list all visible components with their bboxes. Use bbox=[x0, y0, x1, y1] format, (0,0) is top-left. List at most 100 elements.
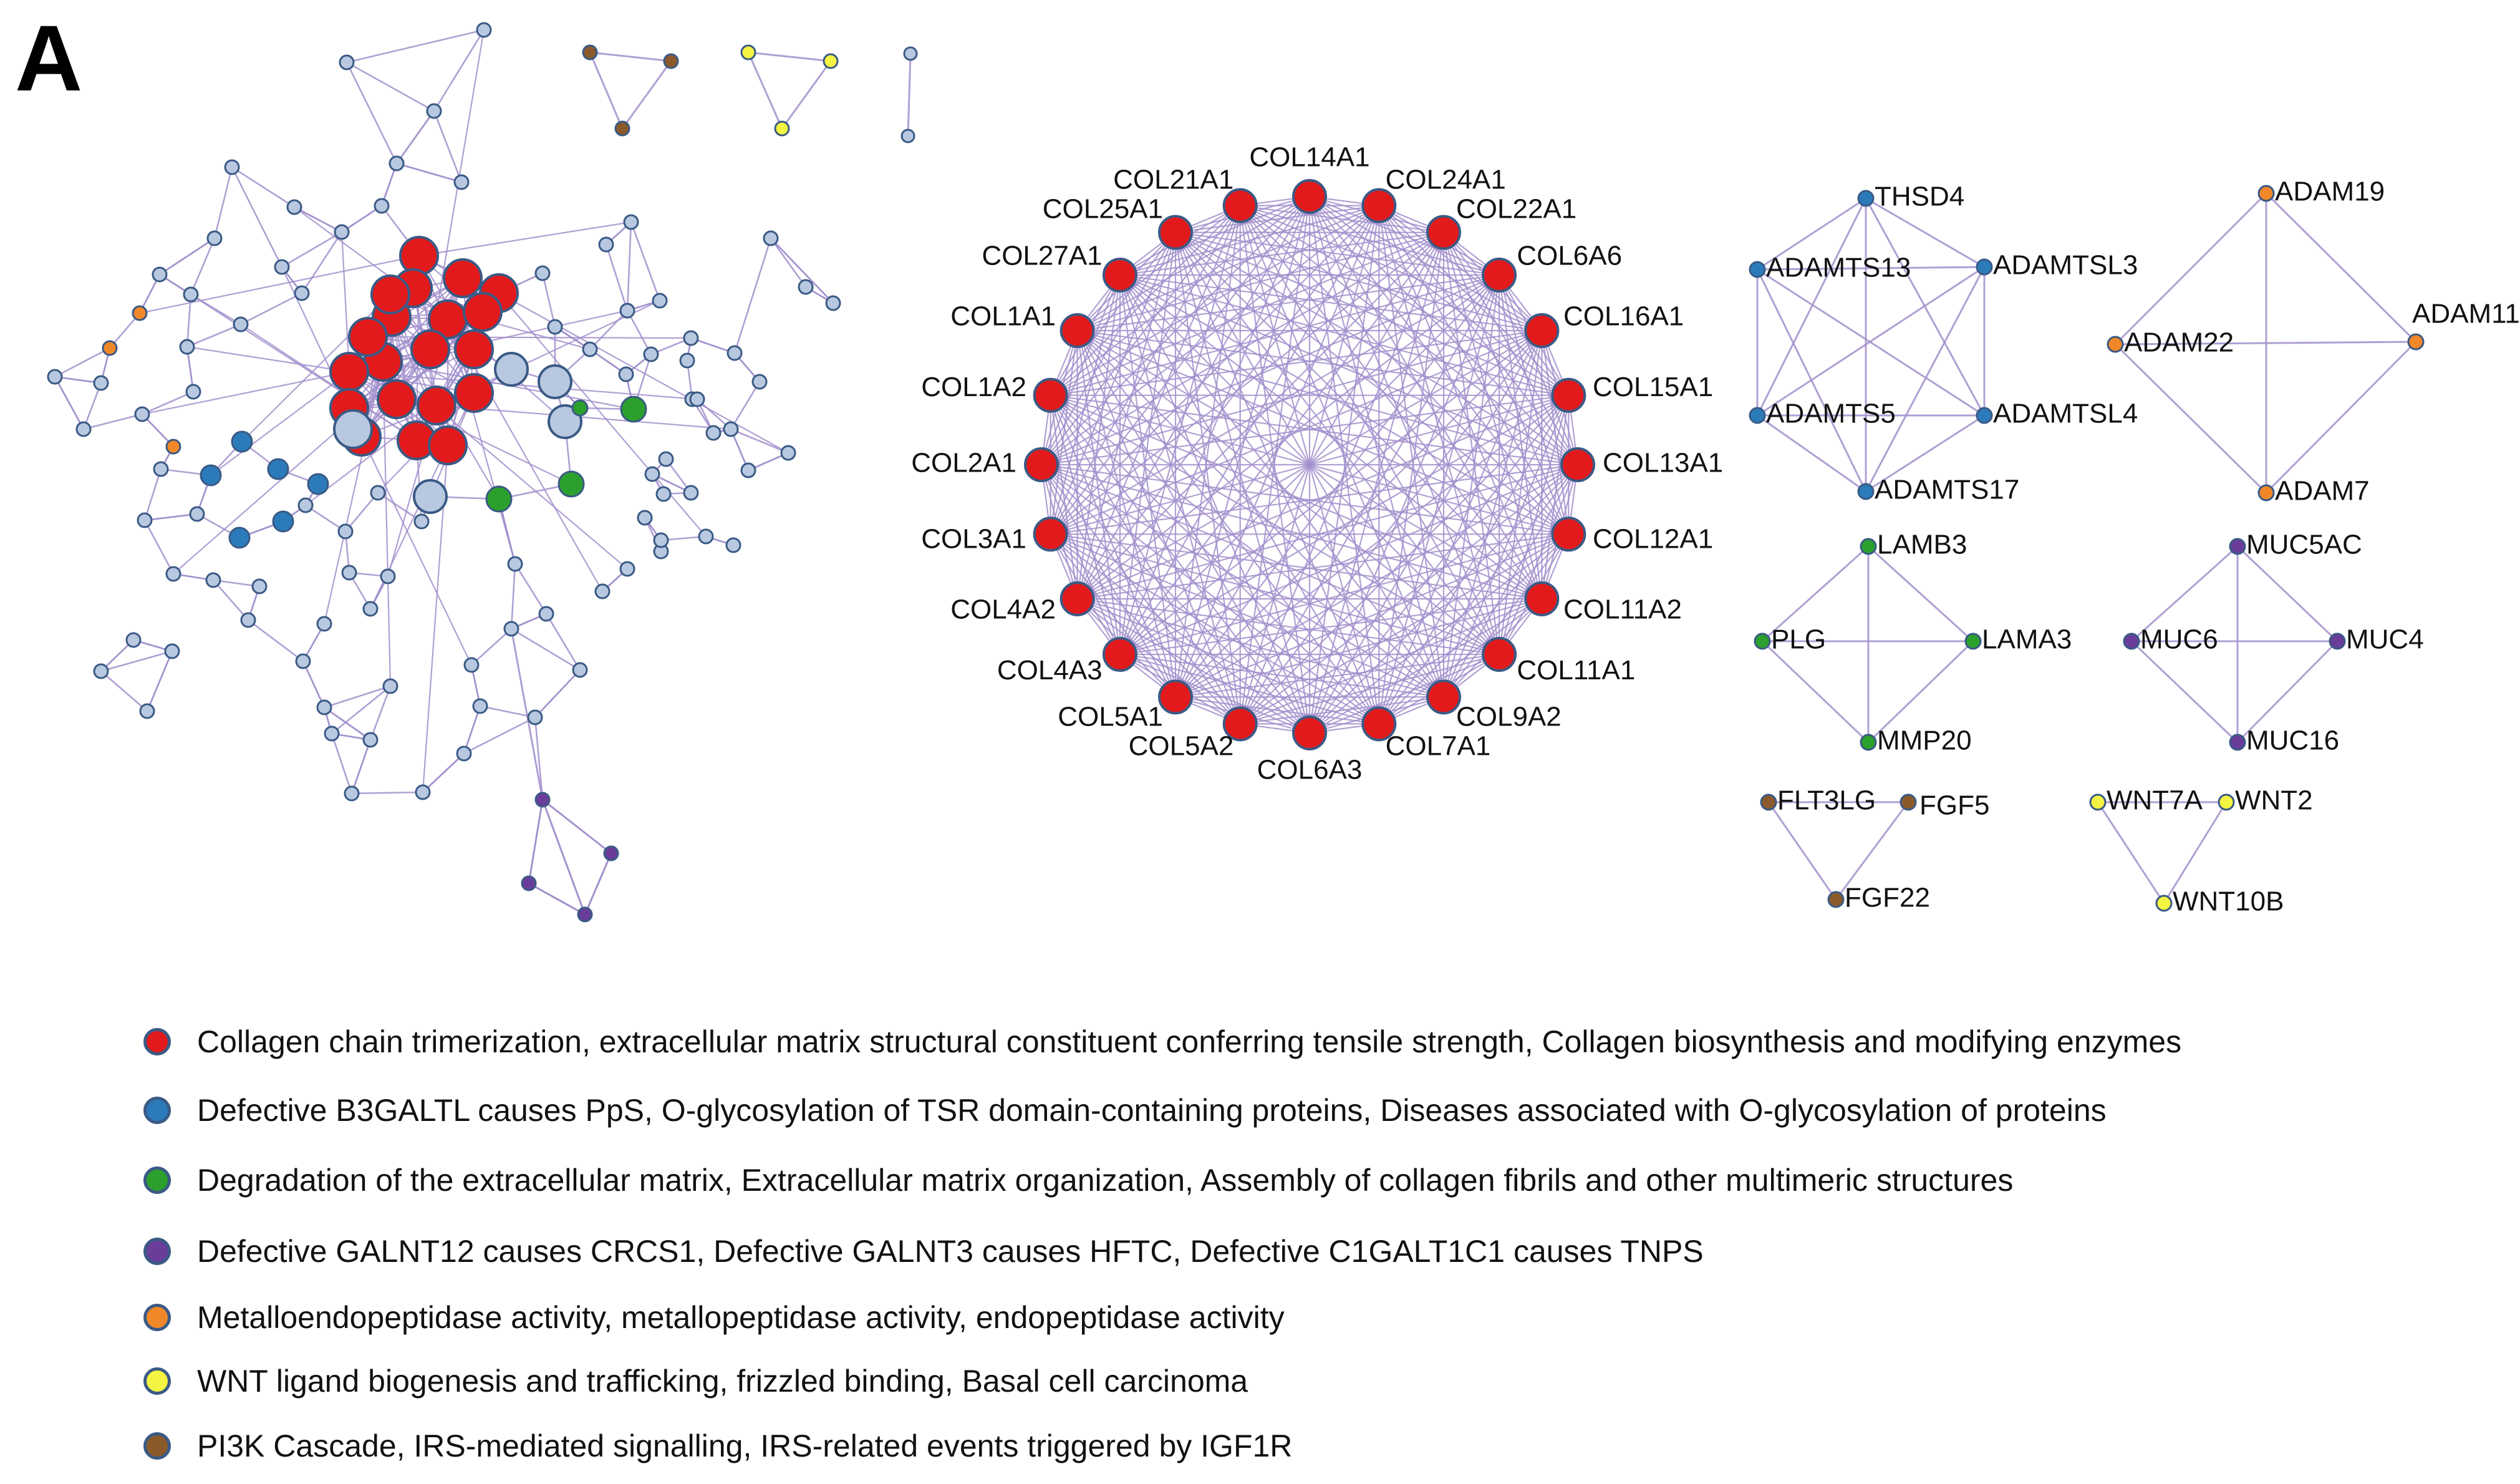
legend-label: WNT ligand biogenesis and trafficking, f… bbox=[197, 1364, 1248, 1399]
edge bbox=[480, 705, 536, 719]
edge bbox=[240, 324, 417, 441]
collagen-edge bbox=[1076, 274, 1500, 599]
network-node bbox=[233, 316, 249, 332]
collagen-edge bbox=[1077, 394, 1569, 600]
collagen-edge bbox=[1076, 330, 1444, 698]
network-node bbox=[643, 346, 659, 362]
collagen-edge bbox=[1378, 205, 1543, 331]
edge bbox=[142, 390, 194, 415]
edge bbox=[142, 371, 350, 415]
legend-item: Degradation of the extracellular matrix,… bbox=[143, 1155, 2013, 1205]
edge bbox=[346, 29, 485, 64]
collagen-edge bbox=[1239, 205, 1570, 535]
collagen-edge bbox=[1041, 205, 1241, 465]
collagen-edge bbox=[1175, 274, 1500, 698]
network-node bbox=[689, 391, 705, 407]
network-node bbox=[476, 22, 492, 38]
network-node bbox=[228, 526, 251, 549]
node-label: FLT3LG bbox=[1777, 785, 1876, 816]
edge bbox=[534, 669, 581, 718]
collagen-edge bbox=[1050, 231, 1176, 396]
network-node bbox=[316, 616, 332, 632]
legend-color-dot bbox=[143, 1097, 171, 1124]
collagen-edge bbox=[1076, 598, 1241, 725]
edge bbox=[626, 310, 652, 355]
collagen-edge bbox=[1050, 394, 1380, 725]
collagen-edge bbox=[1041, 463, 1542, 600]
module-node bbox=[1860, 734, 1877, 751]
edge bbox=[351, 791, 423, 795]
legend-color-dot bbox=[143, 1238, 171, 1265]
collagen-edge bbox=[1050, 394, 1444, 698]
collagen-edge bbox=[1239, 232, 1445, 724]
network-node bbox=[165, 439, 181, 455]
node-label: COL27A1 bbox=[982, 240, 1102, 271]
edge bbox=[350, 739, 372, 794]
collagen-edge bbox=[1175, 205, 1379, 233]
collagen-edge bbox=[1174, 232, 1241, 724]
collagen-node bbox=[1361, 706, 1397, 742]
module-node bbox=[1749, 261, 1766, 278]
collagen-edge bbox=[1076, 205, 1380, 599]
module-edge bbox=[2163, 802, 2228, 904]
node-label: ADAM19 bbox=[2275, 177, 2385, 207]
edge bbox=[231, 166, 295, 208]
collagen-edge bbox=[1174, 232, 1311, 734]
node-label: WNT10B bbox=[2173, 886, 2284, 917]
node-label: MUC4 bbox=[2346, 624, 2424, 655]
node-label: COL5A2 bbox=[1129, 731, 1234, 762]
network-node bbox=[205, 572, 221, 588]
edge bbox=[463, 706, 481, 754]
network-node bbox=[93, 663, 109, 679]
collagen-edge bbox=[1119, 196, 1311, 655]
collagen-edge bbox=[1175, 231, 1543, 599]
edge bbox=[770, 238, 807, 288]
collagen-node bbox=[417, 386, 456, 425]
network-node bbox=[137, 512, 153, 528]
edge bbox=[302, 661, 326, 708]
collagen-edge bbox=[1308, 196, 1380, 724]
legend-color-dot bbox=[143, 1166, 171, 1194]
collagen-node bbox=[1482, 637, 1517, 672]
module-node bbox=[2329, 633, 2346, 650]
legend-label: Metalloendopeptidase activity, metallope… bbox=[197, 1300, 1285, 1335]
network-node bbox=[75, 421, 92, 437]
collagen-edge bbox=[1076, 330, 1500, 655]
collagen-edge bbox=[1240, 205, 1444, 233]
network-node bbox=[658, 451, 674, 467]
collagen-edge bbox=[1050, 330, 1078, 535]
node-label: MUC16 bbox=[2246, 725, 2339, 756]
collagen-edge bbox=[1076, 330, 1310, 734]
module-node bbox=[1964, 633, 1982, 650]
module-node bbox=[1754, 633, 1771, 650]
collagen-node bbox=[1158, 215, 1193, 250]
network-node bbox=[334, 224, 350, 240]
module-edge bbox=[2097, 802, 2165, 904]
node-label: COL13A1 bbox=[1603, 448, 1723, 478]
collagen-edge bbox=[1239, 205, 1543, 599]
network-node bbox=[370, 485, 386, 501]
network-node bbox=[727, 345, 743, 361]
node-label: ADAMTS13 bbox=[1766, 253, 1911, 283]
network-node bbox=[413, 513, 430, 530]
node-label: COL14A1 bbox=[1249, 142, 1369, 173]
node-label: ADAM22 bbox=[2124, 327, 2234, 358]
collagen-node bbox=[1102, 257, 1137, 293]
collagen-edge bbox=[1050, 394, 1578, 466]
edge bbox=[433, 110, 463, 183]
module-edge bbox=[1835, 802, 1909, 900]
legend-label: Collagen chain trimerization, extracellu… bbox=[197, 1024, 2182, 1059]
node-label: COL4A3 bbox=[997, 655, 1103, 686]
edge bbox=[54, 376, 85, 430]
collagen-edge bbox=[1442, 395, 1570, 697]
network-node bbox=[582, 44, 598, 61]
module-edge bbox=[1865, 198, 1986, 416]
collagen-node bbox=[370, 274, 410, 314]
collagen-edge bbox=[1050, 232, 1177, 535]
edge bbox=[781, 61, 832, 129]
network-node bbox=[102, 340, 118, 356]
edge bbox=[542, 798, 612, 855]
network-node bbox=[339, 54, 355, 70]
network-node bbox=[603, 845, 619, 861]
